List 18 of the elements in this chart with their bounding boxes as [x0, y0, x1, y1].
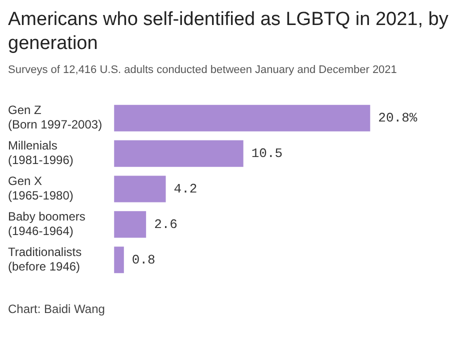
data-label: 20.8%: [378, 110, 418, 126]
y-tick-label: Gen Z (Born 1997-2003): [8, 103, 102, 132]
data-label: 10.5: [251, 146, 283, 161]
bar: [114, 104, 370, 132]
text: Chart: Baidi Wang: [8, 302, 106, 316]
bar: [114, 246, 124, 274]
y-tick-label: Gen X (1965-1980): [8, 174, 74, 203]
chart-subtitle: Surveys of 12,416 U.S. adults conducted between January and December 2021: [8, 63, 398, 78]
y-tick-label: Millenials (1981-1996): [8, 138, 74, 168]
chart-title: Americans who self-identified as LGBTQ in 2021, by generation: [8, 8, 450, 56]
y-tick-label: Baby boomers (1946-1964): [8, 210, 86, 238]
bar: [114, 140, 244, 167]
bar: [114, 176, 166, 202]
data-label: 4.2: [174, 181, 198, 196]
bar: [114, 211, 146, 238]
y-tick-label: Traditionalists (before 1946): [8, 244, 82, 274]
data-label: 0.8: [132, 252, 156, 268]
data-label: 2.6: [154, 216, 178, 232]
